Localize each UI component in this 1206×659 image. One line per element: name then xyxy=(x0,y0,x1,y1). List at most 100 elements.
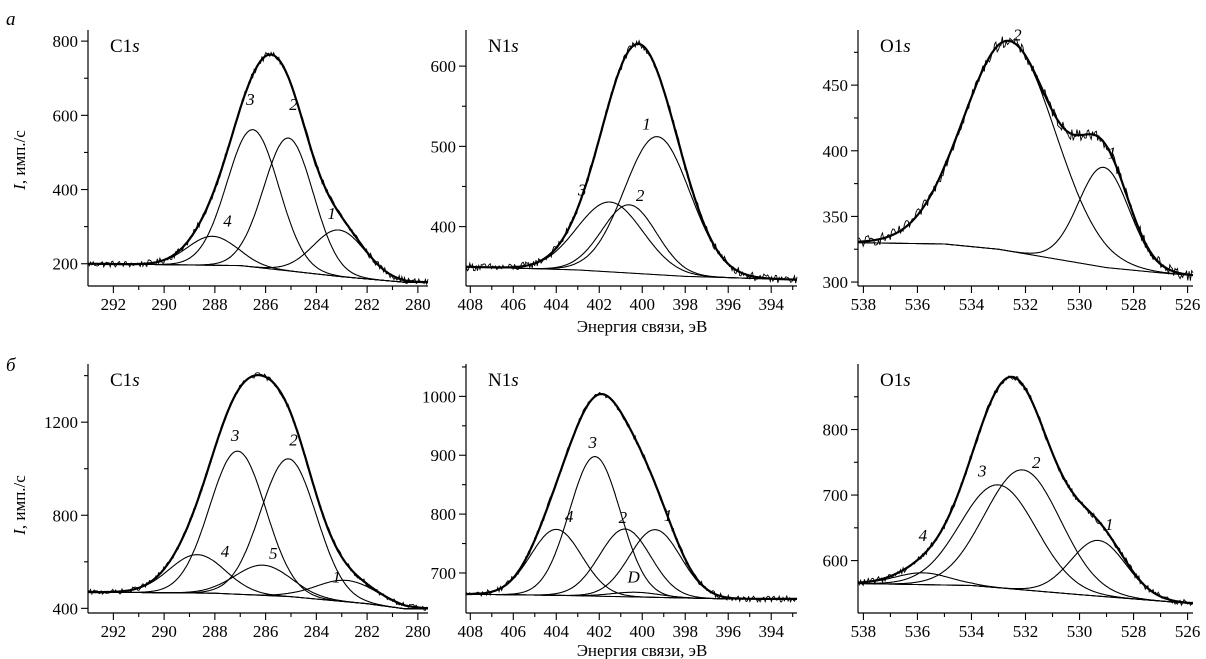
component-peak-4 xyxy=(88,235,428,283)
y-tick-label: 900 xyxy=(431,446,457,465)
x-tick-label: 534 xyxy=(959,295,985,314)
x-tick-label: 282 xyxy=(354,622,380,641)
panel-a-c1s: 292 290 288 286 284 282 280 200 400 600 800 C1s 1 2 3 4 xyxy=(53,30,431,314)
x-axis-label-top: Энергия связи, эВ xyxy=(577,317,708,336)
panel-b-n1s: 408 406 404 402 400 398 396 394 700 800 900 1000 N1s… xyxy=(422,364,798,641)
x-tick-label: 536 xyxy=(905,622,931,641)
x-tick-label: 526 xyxy=(1175,295,1201,314)
component-peak-2 xyxy=(88,458,428,610)
x-tick-label: 404 xyxy=(544,295,570,314)
x-tick-label: 528 xyxy=(1121,295,1147,314)
y-tick-label: 800 xyxy=(823,421,849,440)
component-peak-3 xyxy=(858,484,1193,604)
y-tick-label: 500 xyxy=(431,137,457,156)
x-tick-label: 394 xyxy=(758,622,784,641)
x-tick-label: 402 xyxy=(587,295,613,314)
y-tick-label: 600 xyxy=(823,552,849,571)
component-label-3: 3 xyxy=(245,90,255,109)
y-tick-label: 400 xyxy=(431,218,457,237)
y-tick-label: 800 xyxy=(431,505,457,524)
component-peak-3 xyxy=(88,450,428,610)
component-peak-2 xyxy=(858,469,1193,604)
component-peak-4 xyxy=(88,554,428,610)
background-line xyxy=(858,582,1193,604)
component-label-1: 1 xyxy=(332,567,341,586)
raw-spectrum xyxy=(87,372,429,611)
fit-envelope xyxy=(857,39,1194,277)
component-label-1: 1 xyxy=(664,506,673,525)
x-tick-label: 530 xyxy=(1067,295,1093,314)
y-tick-label: 300 xyxy=(823,273,849,292)
y-tick-label: 350 xyxy=(823,207,849,226)
x-tick-label: 286 xyxy=(253,622,279,641)
y-tick-label: 400 xyxy=(53,599,79,618)
x-tick-label: 532 xyxy=(1013,622,1039,641)
x-tick-label: 394 xyxy=(758,295,784,314)
panel-title: C1s xyxy=(110,370,140,391)
component-label-2: 2 xyxy=(636,186,645,205)
y-tick-label: 1000 xyxy=(422,387,456,406)
x-tick-label: 398 xyxy=(672,295,698,314)
panel-a-n1s: 408 406 404 402 400 398 396 394 400 500 600 N1s 1 2 3 xyxy=(431,30,798,314)
component-label-1: 1 xyxy=(327,204,336,223)
component-label-4: 4 xyxy=(221,542,230,561)
y-tick-label: 700 xyxy=(823,486,849,505)
panel-b-c1s: 292 290 288 286 284 282 280 400 800 1200 C1s 1 2 3 4 5 xyxy=(44,364,431,641)
raw-spectrum xyxy=(465,39,798,284)
panel-b-o1s: 538 536 534 532 530 528 526 600 700 800 O1s 1 2 3 4 xyxy=(823,364,1201,641)
panel-title: N1s xyxy=(488,36,519,57)
panel-title: C1s xyxy=(110,36,140,57)
x-tick-label: 408 xyxy=(458,622,484,641)
y-tick-label: 800 xyxy=(53,32,79,51)
fit-envelope xyxy=(857,375,1193,605)
component-peak-2 xyxy=(466,528,797,600)
x-tick-label: 530 xyxy=(1067,622,1093,641)
x-tick-label: 290 xyxy=(151,622,177,641)
component-label-2: 2 xyxy=(289,430,298,449)
fit-envelope xyxy=(88,373,428,610)
y-tick-label: 700 xyxy=(431,564,457,583)
x-tick-label: 290 xyxy=(151,295,177,314)
x-tick-label: 526 xyxy=(1175,622,1201,641)
y-tick-label: 450 xyxy=(823,76,849,95)
x-tick-label: 534 xyxy=(959,622,985,641)
component-peak-5 xyxy=(88,564,428,610)
component-peak-1 xyxy=(88,229,429,283)
component-peak-1 xyxy=(858,539,1193,604)
x-tick-label: 292 xyxy=(101,295,127,314)
x-tick-label: 280 xyxy=(405,622,431,641)
raw-spectrum xyxy=(857,375,1194,607)
x-tick-label: 284 xyxy=(304,295,330,314)
y-axis-label-top: I, имп./с xyxy=(10,130,29,191)
row-label-a: а xyxy=(6,9,16,30)
component-label-1: 1 xyxy=(1108,144,1117,163)
component-label-1: 1 xyxy=(642,115,651,134)
x-tick-label: 538 xyxy=(851,295,877,314)
component-label-4: 4 xyxy=(565,507,574,526)
x-tick-label: 284 xyxy=(304,622,330,641)
x-tick-label: 286 xyxy=(253,295,279,314)
panel-title: N1s xyxy=(488,370,519,391)
fit-envelope xyxy=(88,53,429,284)
component-label-5: 5 xyxy=(269,544,278,563)
component-peak-1 xyxy=(466,529,797,600)
y-axis-label-bottom: I, имп./с xyxy=(10,475,29,536)
x-tick-label: 288 xyxy=(202,295,228,314)
x-tick-label: 408 xyxy=(458,295,484,314)
background-line xyxy=(858,242,1194,277)
x-tick-label: 400 xyxy=(629,295,655,314)
component-label-3: 3 xyxy=(588,433,598,452)
raw-spectrum xyxy=(465,391,798,604)
fit-envelope xyxy=(465,42,797,281)
x-tick-label: 400 xyxy=(629,622,655,641)
x-tick-label: 538 xyxy=(851,622,877,641)
raw-spectrum xyxy=(87,51,429,286)
y-tick-label: 600 xyxy=(53,106,79,125)
x-tick-label: 532 xyxy=(1013,295,1039,314)
x-tick-label: 396 xyxy=(715,295,741,314)
component-label-4: 4 xyxy=(919,526,928,545)
y-tick-label: 800 xyxy=(53,506,79,525)
component-label-3: 3 xyxy=(977,462,987,481)
